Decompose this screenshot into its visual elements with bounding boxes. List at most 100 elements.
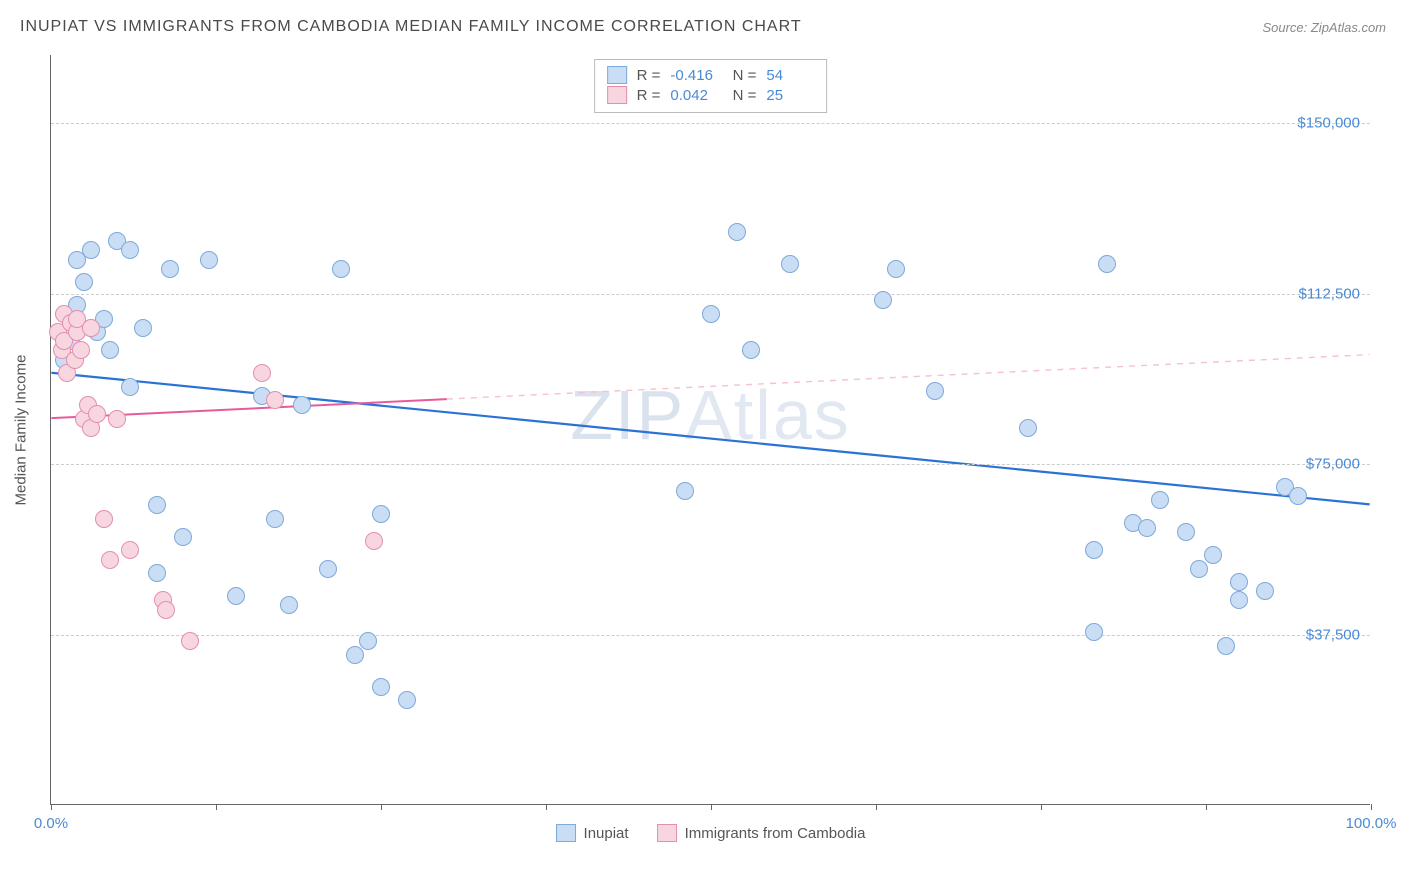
stat-r-value: 0.042	[670, 87, 718, 104]
legend-label: Immigrants from Cambodia	[685, 825, 866, 842]
legend-swatch	[556, 824, 576, 842]
scatter-point	[1098, 255, 1116, 273]
series-swatch	[607, 86, 627, 104]
x-tick	[381, 804, 382, 810]
stats-row: R =-0.416 N =54	[607, 66, 815, 84]
correlation-stats-box: R = -0.416 N = 54 R = 0.042 N = 25	[594, 59, 828, 113]
scatter-point	[781, 255, 799, 273]
scatter-point	[157, 601, 175, 619]
y-tick-label: $112,500	[1299, 285, 1360, 302]
gridline	[51, 294, 1370, 295]
scatter-point	[728, 223, 746, 241]
scatter-point	[200, 251, 218, 269]
scatter-point	[280, 596, 298, 614]
stat-r-label: R =	[637, 87, 661, 104]
scatter-point	[266, 391, 284, 409]
scatter-point	[1256, 582, 1274, 600]
scatter-point	[82, 241, 100, 259]
stat-n-label: N =	[728, 87, 756, 104]
x-tick	[1371, 804, 1372, 810]
scatter-point	[1151, 491, 1169, 509]
x-tick	[876, 804, 877, 810]
scatter-point	[101, 551, 119, 569]
scatter-point	[174, 528, 192, 546]
y-tick-label: $37,500	[1306, 626, 1360, 643]
x-tick	[546, 804, 547, 810]
scatter-point	[702, 305, 720, 323]
legend: Inupiat Immigrants from Cambodia	[556, 824, 866, 842]
scatter-point	[1085, 623, 1103, 641]
chart-title: INUPIAT VS IMMIGRANTS FROM CAMBODIA MEDI…	[20, 18, 802, 36]
scatter-point	[293, 396, 311, 414]
scatter-point	[75, 273, 93, 291]
scatter-point	[926, 382, 944, 400]
x-tick	[216, 804, 217, 810]
y-axis-label: Median Family Income	[13, 354, 30, 505]
title-bar: INUPIAT VS IMMIGRANTS FROM CAMBODIA MEDI…	[20, 18, 1386, 36]
watermark: ZIPAtlas	[570, 375, 851, 455]
series-swatch	[607, 66, 627, 84]
scatter-point	[266, 510, 284, 528]
stat-n-value: 25	[766, 87, 814, 104]
scatter-point	[1085, 541, 1103, 559]
scatter-point	[161, 260, 179, 278]
scatter-point	[121, 378, 139, 396]
x-tick	[1041, 804, 1042, 810]
regression-lines	[51, 55, 1370, 804]
scatter-point	[1019, 419, 1037, 437]
scatter-point	[1190, 560, 1208, 578]
scatter-point	[108, 410, 126, 428]
scatter-point	[1289, 487, 1307, 505]
y-tick-label: $150,000	[1297, 115, 1360, 132]
scatter-point	[227, 587, 245, 605]
scatter-point	[1138, 519, 1156, 537]
x-tick	[711, 804, 712, 810]
gridline	[51, 464, 1370, 465]
scatter-point	[88, 405, 106, 423]
scatter-point	[121, 541, 139, 559]
scatter-point	[1204, 546, 1222, 564]
legend-item: Inupiat	[556, 824, 629, 842]
scatter-point	[398, 691, 416, 709]
scatter-point	[72, 341, 90, 359]
scatter-point	[101, 341, 119, 359]
stat-n-label: N =	[728, 67, 756, 84]
scatter-point	[1230, 573, 1248, 591]
scatter-point	[332, 260, 350, 278]
scatter-point	[134, 319, 152, 337]
scatter-point	[346, 646, 364, 664]
scatter-point	[148, 564, 166, 582]
legend-swatch	[657, 824, 677, 842]
stat-r-value: -0.416	[670, 67, 718, 84]
stat-n-value: 54	[766, 67, 814, 84]
scatter-point	[887, 260, 905, 278]
stats-row: R = 0.042 N = 25	[607, 86, 815, 104]
scatter-point	[148, 496, 166, 514]
plot-area: Median Family Income ZIPAtlas R =-0.416 …	[50, 55, 1370, 805]
scatter-point	[82, 319, 100, 337]
scatter-point	[372, 505, 390, 523]
scatter-point	[676, 482, 694, 500]
legend-item: Immigrants from Cambodia	[657, 824, 866, 842]
x-tick	[1206, 804, 1207, 810]
y-tick-label: $75,000	[1306, 456, 1360, 473]
scatter-point	[1230, 591, 1248, 609]
scatter-point	[874, 291, 892, 309]
scatter-point	[359, 632, 377, 650]
scatter-point	[253, 364, 271, 382]
scatter-point	[121, 241, 139, 259]
scatter-point	[319, 560, 337, 578]
scatter-point	[1217, 637, 1235, 655]
x-tick-label: 100.0%	[1346, 815, 1397, 832]
source-attribution: Source: ZipAtlas.com	[1262, 20, 1386, 35]
scatter-point	[742, 341, 760, 359]
gridline	[51, 635, 1370, 636]
legend-label: Inupiat	[584, 825, 629, 842]
gridline	[51, 123, 1370, 124]
x-tick	[51, 804, 52, 810]
scatter-point	[1177, 523, 1195, 541]
scatter-point	[181, 632, 199, 650]
x-tick-label: 0.0%	[34, 815, 68, 832]
scatter-point	[372, 678, 390, 696]
scatter-point	[95, 510, 113, 528]
